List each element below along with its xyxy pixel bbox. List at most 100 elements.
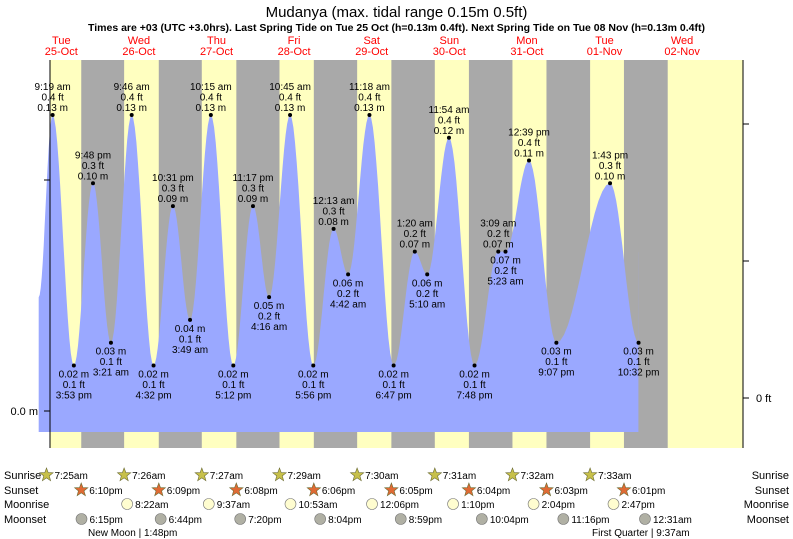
- moonset-row-label-3: 7:20pm: [248, 515, 281, 526]
- moonset-row-moon-6: [476, 513, 488, 525]
- tide-label-14-ft: 0.1 ft: [302, 380, 324, 391]
- tide-label-10-ft: 0.1 ft: [222, 380, 244, 391]
- tide-label-7-time: 10:31 pm: [152, 173, 194, 184]
- tide-label-11-m: 0.09 m: [238, 194, 269, 205]
- tide-label-12-time: 4:16 am: [251, 322, 287, 333]
- tide-label-12-m: 0.05 m: [254, 301, 285, 312]
- moonset-row-label-4: 8:04pm: [328, 515, 361, 526]
- tide-label-7-m: 0.09 m: [158, 194, 189, 205]
- tide-label-10-time: 5:12 pm: [215, 390, 251, 401]
- tide-point-20: [425, 272, 430, 277]
- moonset-row-moon-2: [154, 513, 167, 525]
- date-label-4: 28-Oct: [278, 46, 311, 58]
- moonset-row-label-7: 11:16pm: [571, 515, 609, 526]
- tide-label-15-time: 12:13 am: [313, 196, 355, 207]
- sunrise-row-label-7: 7:32am: [520, 471, 553, 482]
- moonrise-row-moon-6: [527, 498, 540, 510]
- moonrise-row-moon-2: [202, 498, 215, 510]
- tide-label-18-ft: 0.1 ft: [383, 380, 405, 391]
- tide-label-28-ft: 0.1 ft: [627, 357, 649, 368]
- chart-title: Mudanya (max. tidal range 0.15m 0.5ft): [266, 4, 528, 21]
- moonrise-row-moon-4: [366, 498, 378, 510]
- sunset-row-star-1: [73, 482, 89, 497]
- moonset-row-moon-5: [394, 513, 407, 525]
- tide-label-25-ft: 0.4 ft: [518, 138, 540, 149]
- tide-label-28-time: 10:32 pm: [618, 368, 660, 379]
- day-label-4: Fri: [288, 35, 301, 47]
- tide-label-4-ft: 0.1 ft: [100, 357, 122, 368]
- tide-label-11-ft: 0.3 ft: [242, 184, 264, 195]
- tide-label-18-m: 0.02 m: [378, 369, 409, 380]
- tide-point-10: [231, 363, 236, 368]
- tide-label-27-m: 0.10 m: [595, 171, 626, 182]
- tide-point-4: [108, 340, 113, 345]
- tide-label-3-ft: 0.3 ft: [82, 161, 104, 172]
- bottom-panel: Sunrise Sunset Moonrise Moonset Sunrise …: [4, 467, 789, 539]
- tide-label-6-m: 0.02 m: [138, 369, 169, 380]
- tide-point-11: [250, 204, 255, 209]
- sunrise-row-star-3: [194, 467, 210, 482]
- row-label-moonrise-right: Moonrise: [744, 499, 789, 511]
- row-label-moonset-left: Moonset: [4, 514, 46, 526]
- tide-point-18: [391, 363, 396, 368]
- row-label-sunset-right: Sunset: [755, 485, 789, 497]
- row-label-sunrise-left: Sunrise: [4, 470, 41, 482]
- sunrise-row-label-3: 7:27am: [210, 471, 243, 482]
- moonrise-row-label-7: 2:47pm: [621, 500, 654, 511]
- tide-label-24-ft: 0.2 ft: [494, 266, 516, 277]
- tide-label-12-ft: 0.2 ft: [258, 312, 280, 323]
- tide-label-21-ft: 0.4 ft: [438, 115, 460, 126]
- tide-label-13-m: 0.13 m: [275, 103, 306, 114]
- moonrise-row-moon-3: [284, 498, 297, 510]
- sunset-row-star-4: [306, 482, 322, 497]
- tide-label-4-m: 0.03 m: [96, 347, 127, 358]
- tide-point-3: [90, 181, 95, 186]
- tide-label-18-time: 6:47 pm: [376, 390, 412, 401]
- tide-label-6-time: 4:32 pm: [135, 390, 171, 401]
- tide-label-19-m: 0.07 m: [400, 240, 431, 251]
- tide-point-6: [151, 363, 156, 368]
- tide-label-26-m: 0.03 m: [541, 347, 572, 358]
- row-label-sunrise-right: Sunrise: [752, 470, 789, 482]
- sunset-row-label-7: 6:03pm: [554, 486, 587, 497]
- tide-label-7-ft: 0.3 ft: [162, 184, 184, 195]
- tide-label-20-ft: 0.2 ft: [416, 289, 438, 300]
- left-axis-zero-label: 0.0 m: [10, 406, 38, 418]
- tide-label-26-ft: 0.1 ft: [545, 357, 567, 368]
- tide-label-2-ft: 0.1 ft: [63, 380, 85, 391]
- tide-label-15-m: 0.08 m: [318, 217, 349, 228]
- sunset-row-star-5: [383, 482, 399, 497]
- moonrise-row-label-3: 10:53am: [298, 500, 337, 511]
- sunset-row-star-8: [616, 482, 632, 497]
- sunset-row-label-8: 6:01pm: [632, 486, 665, 497]
- tide-label-1-ft: 0.4 ft: [41, 93, 63, 104]
- sunrise-row-label-8: 7:33am: [598, 471, 631, 482]
- tide-label-26-time: 9:07 pm: [538, 368, 574, 379]
- sunset-row-star-7: [538, 482, 554, 497]
- tide-point-14: [311, 363, 316, 368]
- moonset-row-label-8: 12:31am: [653, 515, 692, 526]
- tide-point-7: [170, 204, 175, 209]
- tide-label-5-m: 0.13 m: [116, 103, 147, 114]
- tide-point-17: [367, 113, 372, 117]
- tide-label-23-time: 3:09 am: [480, 219, 516, 230]
- moonset-row-moon-8: [639, 513, 651, 525]
- day-labels: Tue25-OctWed26-OctThu27-OctFri28-OctSat2…: [45, 35, 701, 58]
- tide-point-22: [472, 363, 477, 368]
- row-label-sunset-left: Sunset: [4, 485, 38, 497]
- tide-label-16-time: 4:42 am: [330, 299, 366, 310]
- day-label-7: Mon: [516, 35, 537, 47]
- tide-label-28-m: 0.03 m: [623, 347, 654, 358]
- day-label-8: Tue: [595, 35, 614, 47]
- sunset-row-label-3: 6:08pm: [244, 486, 277, 497]
- phase-first-quarter: First Quarter | 9:37am: [592, 528, 690, 539]
- sunset-row: 6:10pm 6:09pm 6:08pm 6:06pm 6:05pm 6:04pm 6:03…: [73, 482, 665, 497]
- moonrise-row-label-1: 8:22am: [135, 500, 168, 511]
- phase-new-moon: New Moon | 1:48pm: [88, 528, 177, 539]
- sunrise-row-label-1: 7:25am: [54, 471, 87, 482]
- sunset-row-label-2: 6:09pm: [167, 486, 200, 497]
- tide-point-15: [331, 226, 336, 231]
- moonset-row: 6:15pm 6:44pm 7:20pm 8:04pm 8:59pm 10:04pm 11:…: [75, 513, 692, 526]
- tide-point-9: [208, 113, 213, 117]
